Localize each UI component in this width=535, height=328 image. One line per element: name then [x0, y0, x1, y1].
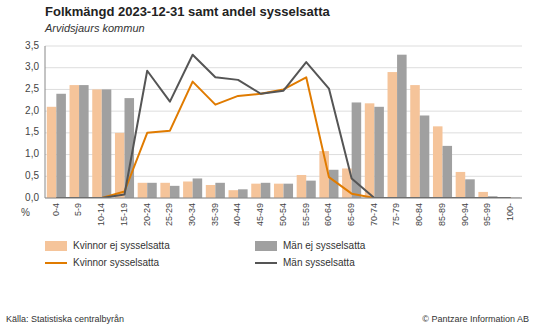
grid	[45, 46, 522, 198]
x-tick-label: 5-9	[73, 203, 83, 216]
bar	[420, 115, 430, 198]
x-tick-label: 35-39	[210, 203, 220, 226]
grid-line	[45, 67, 522, 68]
source: Källa: Statistiska centralbyrån	[6, 314, 124, 324]
bar	[374, 107, 384, 198]
bar	[251, 184, 261, 198]
grid-line	[45, 46, 522, 47]
y-tick-label: 0,0	[25, 192, 39, 203]
legend-label: Kvinnor ej sysselsatta	[73, 240, 170, 251]
line	[56, 77, 510, 198]
x-tick-label: 30-34	[187, 203, 197, 226]
x-tick-label: 40-44	[232, 203, 242, 226]
y-axis	[45, 46, 46, 198]
legend-label: Kvinnor sysselsatta	[73, 257, 160, 268]
x-tick-label: 75-79	[391, 203, 401, 226]
bar	[193, 178, 203, 198]
bar	[56, 94, 66, 198]
x-tick-label: 10-14	[96, 203, 106, 226]
bar	[433, 126, 443, 198]
y-tick-label: 2,0	[25, 105, 39, 116]
x-tick-label: 50-54	[278, 203, 288, 226]
bar	[443, 146, 453, 198]
bar	[229, 190, 239, 198]
legend-label: Män ej sysselsatta	[283, 240, 366, 251]
grid-line	[45, 198, 522, 199]
bar	[274, 184, 284, 198]
legend-swatch	[45, 262, 67, 264]
plot-area	[47, 55, 520, 198]
bar	[215, 183, 225, 198]
bar	[456, 172, 466, 198]
x-tick-label: 60-64	[323, 203, 333, 226]
y-tick-label: 1,0	[25, 148, 39, 159]
x-tick-label: 20-24	[142, 203, 152, 226]
x-tick-label: 80-84	[414, 203, 424, 226]
legend-swatch	[255, 241, 277, 251]
y-tick-label: 1,5	[25, 126, 39, 137]
bar	[79, 85, 89, 198]
x-tick-label: 55-59	[301, 203, 311, 226]
y-tick-label: 3,0	[25, 61, 39, 72]
y-tick-label: 2,5	[25, 83, 39, 94]
x-tick-label: 65-69	[346, 203, 356, 226]
bar	[47, 107, 57, 198]
bar	[284, 184, 294, 198]
legend-label: Män sysselsatta	[283, 257, 355, 268]
bar	[306, 181, 316, 198]
legend-swatch	[255, 262, 277, 264]
x-tick-label: 85-89	[437, 203, 447, 226]
x-tick-label: 25-29	[164, 203, 174, 226]
x-axis	[45, 198, 522, 199]
grid-line	[45, 111, 522, 112]
x-tick-label: 45-49	[255, 203, 265, 226]
x-tick-label: 100-	[505, 203, 515, 221]
bar	[183, 181, 193, 198]
x-tick-label: 70-74	[369, 203, 379, 226]
bar	[147, 183, 157, 198]
bar	[410, 85, 420, 198]
line	[56, 55, 510, 198]
chart: Folkmängd 2023-12-31 samt andel sysselsa…	[0, 0, 535, 328]
bar	[206, 185, 216, 198]
bar	[138, 183, 148, 198]
x-tick-label: 95-99	[482, 203, 492, 226]
bar	[365, 103, 375, 198]
y-tick-label: 0,5	[25, 170, 39, 181]
x-tick-label: 15-19	[119, 203, 129, 226]
y-tick-label: 3,5	[25, 40, 39, 51]
subtitle: Arvidsjaurs kommun	[44, 22, 145, 34]
bar	[70, 85, 80, 198]
bar	[92, 89, 102, 198]
y-axis-label: %	[21, 207, 30, 218]
legend-swatch	[45, 241, 67, 251]
bar	[465, 179, 475, 198]
bar	[297, 175, 307, 198]
bar	[388, 72, 398, 198]
bar	[397, 55, 407, 198]
legend: Kvinnor ej sysselsatta Män ej sysselsatta…	[45, 240, 366, 268]
bar	[170, 186, 180, 198]
copyright: © Pantzare Information AB	[422, 314, 529, 324]
bar	[238, 189, 248, 198]
page: {"chart_data": { "type": "bar", "title":…	[0, 0, 535, 328]
title: Folkmängd 2023-12-31 samt andel sysselsa…	[45, 4, 330, 19]
x-tick-label: 90-94	[460, 203, 470, 226]
bar	[115, 133, 125, 198]
bar	[261, 183, 271, 198]
bar	[160, 183, 170, 198]
bar	[102, 89, 112, 198]
x-tick-label: 0-4	[51, 203, 61, 216]
